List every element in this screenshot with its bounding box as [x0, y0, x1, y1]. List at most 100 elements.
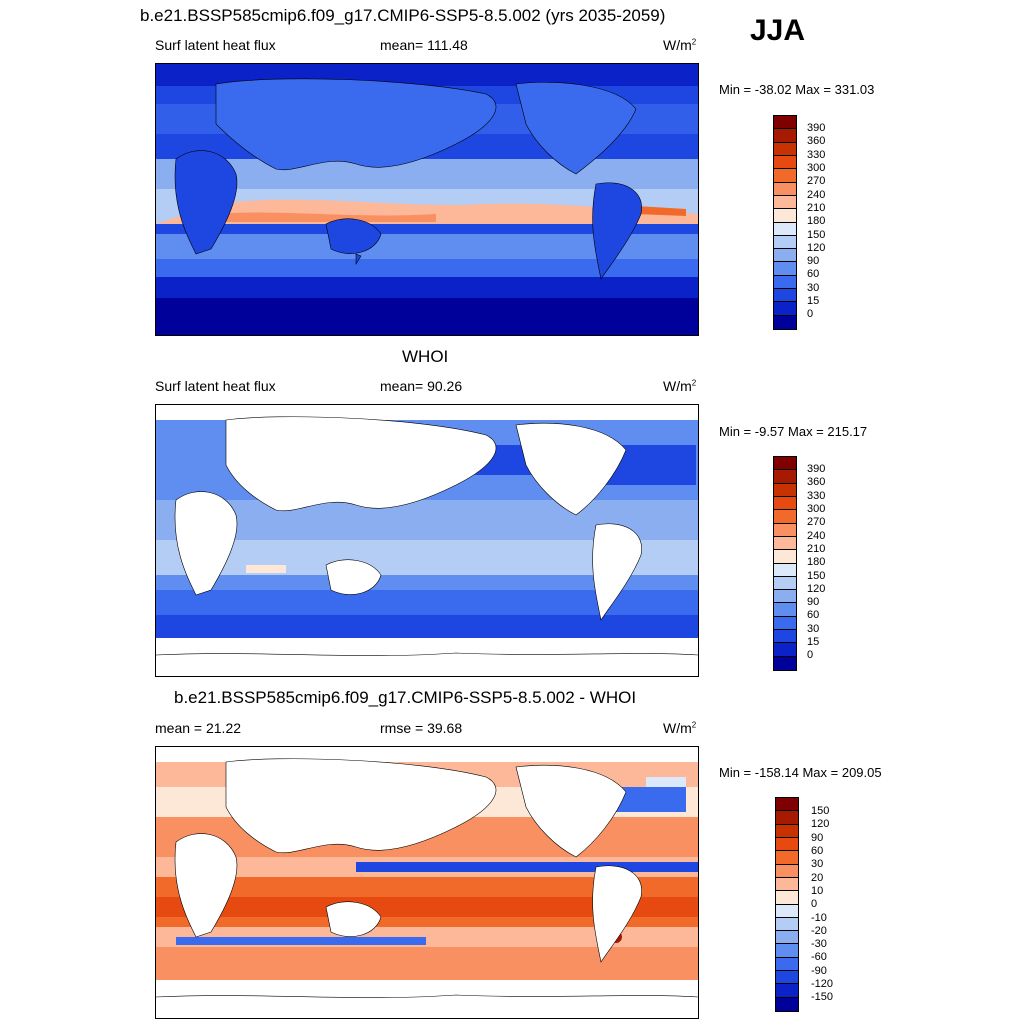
colorbar-swatch — [774, 616, 796, 631]
colorbar-tick-label: -90 — [811, 964, 827, 977]
colorbar-tick-label: 300 — [807, 502, 826, 515]
colorbar-tick-label: 120 — [807, 582, 826, 595]
panel2-units: W/m2 — [663, 378, 697, 394]
colorbar-swatch — [774, 470, 796, 484]
colorbar-tick-label: 60 — [811, 844, 824, 857]
colorbar-tick-label: 15 — [807, 636, 820, 649]
colorbar-swatch — [776, 904, 798, 918]
colorbar-tick-label: 0 — [807, 649, 814, 662]
colorbar-swatch — [774, 590, 796, 604]
panel2-mean-label: mean= 90.26 — [380, 378, 463, 394]
colorbar-swatch — [774, 289, 796, 303]
colorbar-tick-label: 90 — [811, 831, 824, 844]
colorbar-swatch — [774, 536, 796, 551]
colorbar-tick-label: 360 — [807, 476, 826, 489]
colorbar-tick-label: 390 — [807, 463, 826, 475]
colorbar-swatch — [774, 275, 796, 290]
colorbar-tick-label: 60 — [807, 268, 820, 281]
colorbar-swatch — [776, 877, 798, 892]
colorbar-swatch — [776, 864, 798, 878]
colorbar-swatch — [776, 971, 798, 985]
colorbar-swatch — [776, 851, 798, 865]
colorbar-tick-label: 20 — [811, 871, 824, 884]
colorbar-swatch — [774, 656, 796, 670]
panel2-minmax: Min = -9.57 Max = 215.17 — [719, 424, 868, 439]
colorbar-swatch — [774, 496, 796, 511]
colorbar-swatch — [776, 811, 798, 825]
colorbar-swatch — [776, 837, 798, 852]
panel1-mean-label: mean= 111.48 — [380, 37, 468, 53]
colorbar-swatch — [774, 576, 796, 591]
colorbar-swatch — [774, 603, 796, 617]
colorbar-tick-label: -10 — [811, 911, 827, 924]
panel1-map — [155, 63, 699, 336]
panel1-colorbar — [773, 115, 797, 330]
colorbar-swatch — [776, 917, 798, 932]
colorbar-swatch — [774, 222, 796, 236]
colorbar-tick-label: 360 — [807, 135, 826, 148]
colorbar-swatch — [774, 182, 796, 196]
colorbar-tick-label: 180 — [807, 215, 826, 228]
panel2-variable-label: Surf latent heat flux — [155, 378, 276, 394]
colorbar-tick-label: -30 — [811, 938, 827, 951]
colorbar-tick-label: 210 — [807, 201, 826, 214]
colorbar-swatch — [776, 798, 798, 812]
colorbar-tick-label: 270 — [807, 175, 826, 188]
colorbar-swatch — [774, 209, 796, 223]
colorbar-swatch — [776, 997, 798, 1011]
season-label: JJA — [750, 14, 806, 47]
colorbar-tick-label: 60 — [807, 609, 820, 622]
colorbar-tick-label: -60 — [811, 951, 827, 964]
colorbar-tick-label: 180 — [807, 556, 826, 569]
panel1-units: W/m2 — [663, 37, 697, 53]
colorbar-tick-label: 210 — [807, 542, 826, 555]
colorbar-swatch — [774, 129, 796, 143]
colorbar-swatch — [774, 643, 796, 657]
colorbar-swatch — [774, 483, 796, 497]
colorbar-tick-label: 300 — [807, 161, 826, 174]
panel3-minmax: Min = -158.14 Max = 209.05 — [719, 765, 882, 780]
colorbar-swatch — [774, 116, 796, 130]
colorbar-swatch — [774, 550, 796, 564]
colorbar-swatch — [774, 262, 796, 276]
colorbar-tick-label: 30 — [811, 858, 824, 871]
colorbar-swatch — [776, 824, 798, 838]
panel3-map — [155, 746, 699, 1019]
colorbar-swatch — [776, 984, 798, 998]
colorbar-tick-label: 15 — [807, 295, 820, 308]
panel1-variable-label: Surf latent heat flux — [155, 37, 276, 53]
colorbar-swatch — [774, 510, 796, 524]
panel3-title: b.e21.BSSP585cmip6.f09_g17.CMIP6-SSP5-8.… — [174, 688, 637, 707]
colorbar-tick-label: 90 — [807, 255, 820, 268]
colorbar-swatch — [774, 523, 796, 537]
colorbar-tick-label: 150 — [807, 228, 826, 241]
colorbar-tick-label: 390 — [807, 122, 826, 134]
colorbar-swatch — [776, 931, 798, 945]
colorbar-tick-label: 330 — [807, 148, 826, 161]
panel1-minmax: Min = -38.02 Max = 331.03 — [719, 82, 875, 97]
colorbar-swatch — [774, 142, 796, 156]
colorbar-swatch — [776, 944, 798, 958]
colorbar-tick-label: 0 — [807, 308, 814, 321]
colorbar-swatch — [774, 630, 796, 644]
colorbar-tick-label: 120 — [811, 818, 830, 831]
colorbar-tick-label: 330 — [807, 489, 826, 502]
panel3-mean-label: mean = 21.22 — [155, 720, 242, 736]
colorbar-swatch — [774, 169, 796, 183]
panel2-title: WHOI — [402, 347, 449, 366]
colorbar-tick-label: -120 — [811, 978, 834, 991]
colorbar-swatch — [774, 457, 796, 471]
colorbar-swatch — [774, 563, 796, 577]
colorbar-tick-label: -150 — [811, 991, 834, 1004]
colorbar-tick-label: 150 — [807, 569, 826, 582]
panel3-rmse-label: rmse = 39.68 — [380, 720, 463, 736]
colorbar-tick-label: 240 — [807, 188, 826, 201]
colorbar-tick-label: 90 — [807, 596, 820, 609]
colorbar-tick-label: 150 — [811, 805, 830, 817]
colorbar-tick-label: 270 — [807, 516, 826, 529]
colorbar-swatch — [774, 315, 796, 329]
colorbar-tick-label: 30 — [807, 622, 820, 635]
colorbar-swatch — [774, 195, 796, 210]
colorbar-swatch — [776, 891, 798, 905]
colorbar-tick-label: 0 — [811, 898, 818, 911]
